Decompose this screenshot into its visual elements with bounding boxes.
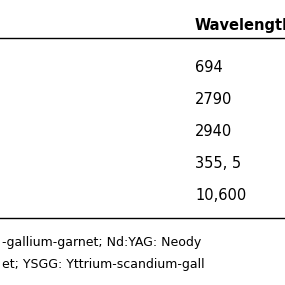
Text: 2940: 2940: [195, 124, 232, 139]
Text: et; YSGG: Yttrium-scandium-gall: et; YSGG: Yttrium-scandium-gall: [2, 258, 205, 271]
Text: 355, 5: 355, 5: [195, 156, 241, 171]
Text: -gallium-garnet; Nd:YAG: Neody: -gallium-garnet; Nd:YAG: Neody: [2, 236, 201, 249]
Text: 2790: 2790: [195, 92, 232, 107]
Text: Wavelength: Wavelength: [195, 18, 285, 33]
Text: 694: 694: [195, 60, 223, 75]
Text: 10,600: 10,600: [195, 188, 246, 203]
